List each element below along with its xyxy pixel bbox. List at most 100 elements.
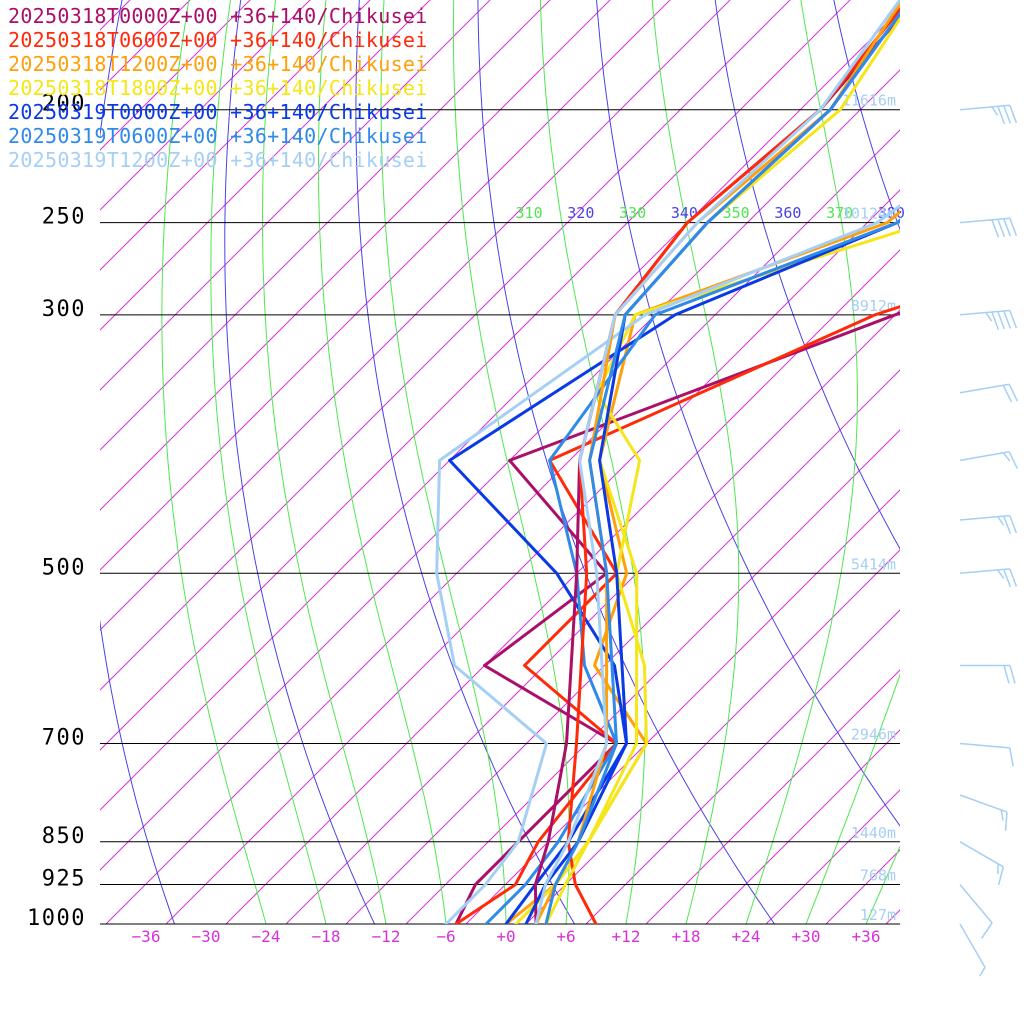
theta-label: 330	[619, 204, 646, 222]
dry-adiabat	[987, 0, 1024, 924]
theta-label: 320	[567, 204, 594, 222]
isotherm	[100, 0, 431, 331]
moist-adiabat	[745, 0, 858, 924]
temperature-tick-label: +30	[792, 927, 821, 946]
isotherm	[885, 909, 900, 924]
isotherm	[405, 429, 900, 924]
legend-entry: 20250319T0000Z+00 +36+140/Chikusei	[8, 100, 428, 124]
dry-adiabat	[714, 0, 900, 550]
legend-entry: 20250318T0600Z+00 +36+140/Chikusei	[8, 28, 428, 52]
dry-adiabat	[477, 0, 775, 924]
pressure-tick-label: 300	[42, 297, 86, 322]
wind-barb	[960, 664, 1016, 684]
temperature-tick-label: +24	[732, 927, 761, 946]
moist-adiabat	[262, 0, 387, 924]
theta-label: 340	[671, 204, 698, 222]
temperature-tick-label: −6	[436, 927, 455, 946]
theta-label: 360	[774, 204, 801, 222]
pressure-tick-label: 925	[42, 867, 86, 892]
dry-adiabat	[100, 0, 175, 924]
pressure-tick-label: 500	[42, 555, 86, 580]
temperature-tick-label: −24	[252, 927, 281, 946]
theta-label: 370	[826, 204, 853, 222]
isotherm	[100, 0, 491, 391]
temperature-tick-label: +0	[496, 927, 515, 946]
isotherm	[345, 369, 900, 924]
pressure-tick-label: 200	[42, 92, 86, 117]
dry-adiabat-lines	[100, 0, 1024, 924]
isotherm	[585, 609, 900, 924]
isotherm	[100, 0, 791, 691]
isotherm	[165, 189, 900, 924]
temperature-tick-label: +12	[612, 927, 641, 946]
wind-barb	[959, 383, 1018, 403]
isotherm	[705, 729, 900, 924]
temperature-line	[533, 15, 900, 924]
isotherm	[100, 69, 900, 871]
height-label: 2946m	[851, 726, 896, 744]
wind-barb	[959, 742, 1014, 767]
temperature-tick-label: −12	[372, 927, 401, 946]
temperature-tick-label: −30	[192, 927, 221, 946]
wind-barb	[959, 450, 1018, 469]
isotherm	[465, 489, 900, 924]
temperature-tick-labels: −36 −30 −24 −18 −12 −6 +0 +6 +12 +18 +24 +30 +36	[132, 927, 881, 946]
isotherm	[100, 0, 551, 451]
pressure-tick-label: 250	[42, 205, 86, 230]
isotherm-lines	[100, 0, 900, 924]
temperature-tick-label: −18	[312, 927, 341, 946]
dry-adiabat	[896, 0, 1024, 924]
isobar-lines	[100, 109, 900, 925]
dry-adiabat	[355, 0, 575, 924]
moist-adiabat	[651, 0, 740, 924]
moist-adiabat	[805, 673, 900, 924]
isotherm	[100, 0, 671, 571]
height-label: 127m	[860, 906, 896, 924]
moist-adiabat	[161, 0, 267, 924]
legend-entry: 20250318T0000Z+00 +36+140/Chikusei	[8, 4, 428, 28]
wind-barb	[959, 104, 1018, 125]
isotherm	[100, 0, 371, 271]
pressure-tick-label: 850	[42, 824, 86, 849]
moist-adiabat	[865, 845, 900, 924]
height-label: 8912m	[851, 297, 896, 315]
theta-label: 310	[516, 204, 543, 222]
legend-entry: 20250319T0600Z+00 +36+140/Chikusei	[8, 124, 428, 148]
dewpoint-line	[454, 305, 900, 924]
moist-adiabat	[380, 0, 507, 924]
dry-adiabat	[224, 0, 375, 924]
pressure-tick-label: 1000	[27, 906, 86, 931]
isotherm	[225, 249, 900, 924]
temperature-line	[534, 0, 900, 924]
sounding-series	[435, 0, 900, 924]
isotherm	[100, 0, 851, 751]
legend-entry: 20250318T1800Z+00 +36+140/Chikusei	[8, 76, 428, 100]
wind-barb	[959, 841, 1005, 886]
isotherm	[100, 0, 611, 511]
wind-barb	[959, 923, 986, 977]
wind-barb	[959, 884, 993, 939]
moist-adiabat-lines	[161, 0, 900, 924]
dewpoint-line	[484, 218, 900, 924]
isotherm	[645, 669, 900, 924]
temperature-line	[544, 11, 900, 924]
theta-label: 350	[723, 204, 750, 222]
isotherm	[825, 849, 900, 924]
legend: 20250318T0000Z+00 +36+140/Chikusei 20250…	[8, 4, 428, 172]
height-label: 11616m	[842, 92, 896, 110]
height-label: 5414m	[851, 555, 896, 573]
wind-barbs	[959, 104, 1018, 977]
temperature-tick-label: −36	[132, 927, 161, 946]
dewpoint-line	[454, 311, 900, 924]
temperature-tick-label: +18	[672, 927, 701, 946]
isotherm	[105, 129, 900, 924]
isotherm	[100, 0, 731, 631]
dewpoint-line	[435, 204, 900, 924]
height-label: 768m	[860, 867, 896, 885]
wind-barb	[959, 309, 1018, 330]
moist-adiabat	[210, 0, 327, 924]
isotherm	[525, 549, 900, 924]
height-labels: 16138m13522m11616m10124m8912m5414m2946m1…	[842, 92, 896, 924]
legend-entry: 20250319T1200Z+00 +36+140/Chikusei	[8, 148, 428, 172]
